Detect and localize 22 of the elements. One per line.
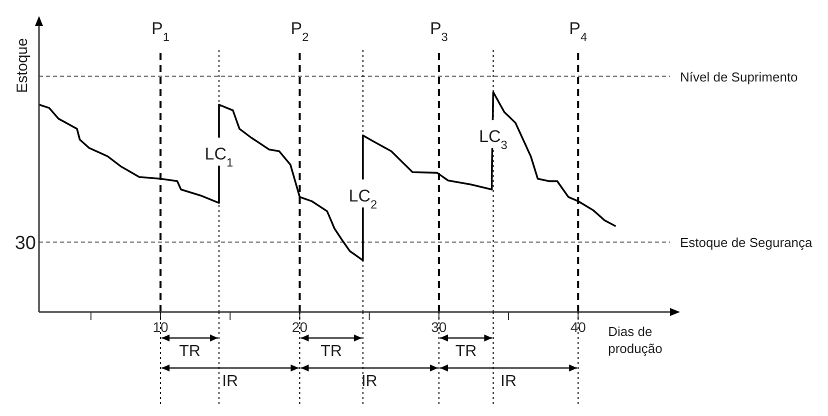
text: TR xyxy=(320,343,342,360)
text: TR xyxy=(179,343,200,360)
x-tick-label: 30 xyxy=(431,318,447,335)
x-tick-label: 40 xyxy=(570,318,586,335)
y-axis-title: Estoque xyxy=(14,38,31,94)
x-tick-label: 10 xyxy=(152,318,169,335)
ref-line-label: P$_{1}$ xyxy=(152,19,170,44)
text: 30 xyxy=(14,233,36,254)
x-tick-label: 20 xyxy=(292,318,308,335)
text: IR xyxy=(500,373,517,390)
ref-line-label: P$_{3}$ xyxy=(430,19,448,44)
ref-line-label: P$_{2}$ xyxy=(290,19,310,44)
ref-line-label: P$_{4}$ xyxy=(569,19,588,44)
text: TR xyxy=(455,343,477,360)
text: IR xyxy=(222,373,238,390)
text: IR xyxy=(361,373,378,390)
annotation: LC$_{1}$ xyxy=(204,144,234,170)
annotation: LC$_{2}$ xyxy=(348,186,378,212)
ref-line-label: Estoque de Segurança xyxy=(680,235,814,250)
annotation: LC$_{3}$ xyxy=(479,127,508,152)
ref-line-label: Nível de Suprimento xyxy=(680,69,798,84)
x-axis-title: Dias de produção xyxy=(608,324,662,356)
